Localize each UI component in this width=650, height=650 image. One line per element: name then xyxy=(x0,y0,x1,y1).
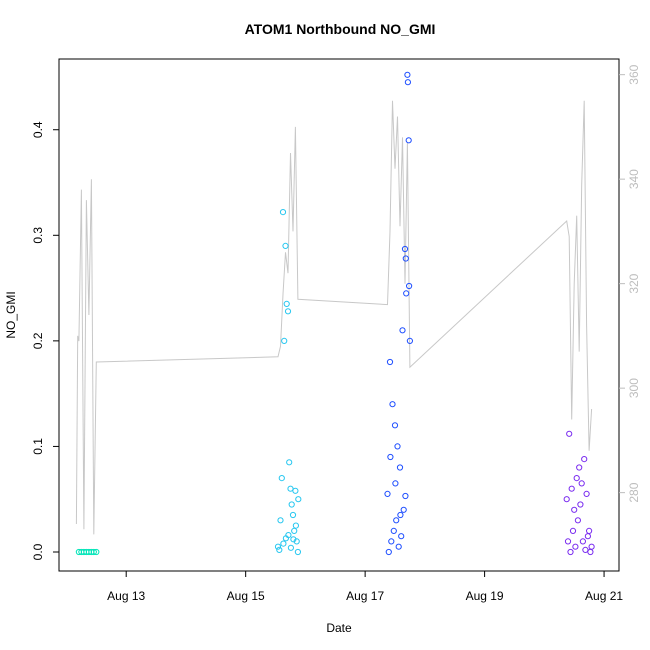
data-point xyxy=(280,540,287,547)
data-point xyxy=(294,548,301,556)
data-point xyxy=(287,485,294,492)
chart-title: ATOM1 Northbound NO_GMI xyxy=(245,21,436,37)
x-axis-label: Date xyxy=(326,621,352,635)
data-point xyxy=(286,459,293,466)
data-point xyxy=(582,546,589,554)
data-point xyxy=(398,533,405,540)
data-point xyxy=(579,538,587,545)
data-point xyxy=(564,538,572,545)
data-point xyxy=(574,517,582,524)
data-point xyxy=(288,501,295,508)
data-point xyxy=(284,308,292,315)
data-point xyxy=(290,536,297,543)
data-point xyxy=(571,506,578,513)
data-point xyxy=(387,453,394,461)
data-point xyxy=(588,543,595,550)
data-point xyxy=(386,358,394,366)
x-axis: Aug 13 Aug 15 Aug 17 Aug 19 Aug 21 xyxy=(107,571,623,603)
data-point xyxy=(578,480,585,487)
right-y-tick-label: 340 xyxy=(627,169,641,189)
data-point xyxy=(292,522,299,529)
data-point xyxy=(289,511,297,519)
data-point xyxy=(282,242,289,249)
data-point xyxy=(283,300,290,307)
data-point xyxy=(568,485,575,492)
data-point xyxy=(90,548,97,556)
data-point xyxy=(577,501,584,508)
right-y-tick-label: 360 xyxy=(627,64,641,84)
y-axis-label: NO_GMI xyxy=(4,291,18,338)
right-y-tick-label: 300 xyxy=(627,378,641,398)
data-point xyxy=(388,538,395,545)
data-point xyxy=(403,290,410,297)
data-point xyxy=(276,546,283,554)
data-point xyxy=(278,475,285,482)
data-point xyxy=(281,337,288,344)
data-point xyxy=(586,527,593,535)
x-tick-label: Aug 15 xyxy=(227,589,265,603)
data-point xyxy=(394,443,401,450)
data-point xyxy=(572,543,579,550)
data-point xyxy=(277,517,284,524)
data-point xyxy=(581,456,588,463)
data-point xyxy=(390,527,397,535)
data-point xyxy=(397,511,404,519)
x-tick-label: Aug 19 xyxy=(466,589,504,603)
data-point xyxy=(563,496,570,503)
data-point xyxy=(389,401,396,408)
y-tick-label: 0.1 xyxy=(31,438,45,455)
data-point xyxy=(587,548,594,556)
y-axis: 0.0 0.1 0.2 0.3 0.4 xyxy=(31,121,59,560)
data-point xyxy=(285,532,292,539)
x-tick-label: Aug 13 xyxy=(107,589,145,603)
data-point xyxy=(391,422,399,429)
right-y-tick-label: 320 xyxy=(627,273,641,293)
data-point xyxy=(573,475,580,482)
y-tick-label: 0.0 xyxy=(31,543,45,560)
data-point xyxy=(402,255,409,262)
secondary-series-line xyxy=(75,100,593,535)
data-point xyxy=(406,282,413,290)
data-point xyxy=(406,337,413,344)
data-point xyxy=(399,327,406,334)
x-tick-label: Aug 21 xyxy=(585,589,623,603)
data-point xyxy=(569,527,577,535)
x-tick-label: Aug 17 xyxy=(346,589,384,603)
data-point xyxy=(384,490,391,497)
y-tick-label: 0.3 xyxy=(31,227,45,244)
data-point xyxy=(583,490,590,497)
data-point xyxy=(400,506,407,513)
data-point xyxy=(405,137,412,144)
data-point xyxy=(274,543,282,550)
data-point xyxy=(393,517,400,524)
data-point xyxy=(93,548,100,556)
data-point xyxy=(279,209,287,216)
scatter-points-layer xyxy=(75,71,595,556)
data-point xyxy=(287,544,294,551)
data-point xyxy=(584,533,592,540)
data-point xyxy=(385,548,392,556)
data-point xyxy=(576,464,583,471)
right-y-tick-label: 280 xyxy=(627,482,641,502)
data-point xyxy=(395,543,402,550)
data-point xyxy=(566,430,573,437)
y-tick-label: 0.2 xyxy=(31,332,45,349)
data-point xyxy=(291,527,298,535)
data-point xyxy=(402,492,409,500)
data-point xyxy=(295,496,302,503)
data-point xyxy=(401,245,409,253)
data-point xyxy=(392,480,399,487)
plot-border xyxy=(58,58,620,572)
data-point xyxy=(292,487,299,494)
data-point xyxy=(567,548,574,556)
data-point xyxy=(404,79,411,86)
y-tick-label: 0.4 xyxy=(31,121,45,138)
data-point xyxy=(396,464,404,471)
secondary-line-layer xyxy=(75,100,593,535)
right-y-axis: 280 300 320 340 360 xyxy=(619,64,641,503)
data-point xyxy=(404,71,411,78)
